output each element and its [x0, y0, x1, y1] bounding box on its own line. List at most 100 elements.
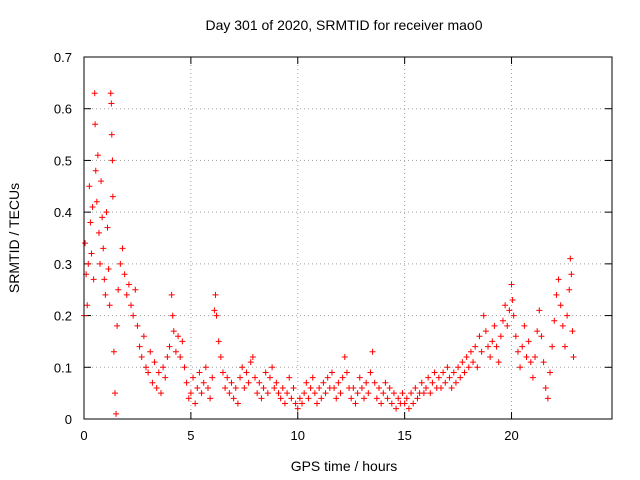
- data-point: [239, 364, 246, 371]
- data-point: [284, 390, 291, 397]
- data-point: [335, 379, 342, 386]
- data-point: [219, 369, 226, 376]
- data-point: [294, 405, 301, 412]
- data-point: [403, 395, 410, 402]
- data-point: [279, 384, 286, 391]
- data-point: [559, 322, 566, 329]
- data-point: [423, 384, 430, 391]
- data-point: [194, 384, 201, 391]
- data-point: [273, 379, 280, 386]
- data-point: [378, 400, 385, 407]
- x-axis-title: GPS time / hours: [291, 458, 398, 474]
- data-point: [134, 322, 141, 329]
- data-point: [147, 348, 154, 355]
- data-point: [281, 400, 288, 407]
- data-point: [92, 167, 99, 174]
- tick-layer: 0 0.1 0.2 0.3 0.4 0.5 0.6 0.7 0 5 10 15 20: [54, 50, 612, 443]
- data-point: [352, 400, 359, 407]
- y-tick-label: 0.3: [54, 257, 72, 272]
- data-point: [256, 379, 263, 386]
- data-point: [328, 369, 335, 376]
- data-point: [555, 276, 562, 283]
- data-point: [245, 379, 252, 386]
- data-point: [512, 333, 519, 340]
- data-point: [540, 359, 547, 366]
- data-point: [185, 395, 192, 402]
- data-point: [252, 374, 259, 381]
- data-point: [474, 364, 481, 371]
- x-tick-label: 10: [291, 428, 305, 443]
- data-point: [110, 348, 117, 355]
- data-point: [386, 384, 393, 391]
- data-point: [341, 353, 348, 360]
- data-point: [365, 390, 372, 397]
- data-point: [431, 369, 438, 376]
- data-point: [100, 245, 107, 252]
- data-point: [356, 374, 363, 381]
- data-point: [435, 374, 442, 381]
- data-point: [102, 291, 109, 298]
- data-point: [497, 333, 504, 340]
- data-point: [393, 405, 400, 412]
- data-points: [81, 90, 577, 417]
- data-point: [532, 353, 539, 360]
- data-point: [303, 379, 310, 386]
- data-point: [217, 353, 224, 360]
- data-point: [549, 343, 556, 350]
- data-point: [98, 178, 105, 185]
- data-point: [90, 276, 97, 283]
- data-point: [418, 379, 425, 386]
- data-point: [509, 297, 516, 304]
- data-point: [93, 198, 100, 205]
- data-point: [247, 359, 254, 366]
- data-point: [190, 374, 197, 381]
- data-point: [476, 333, 483, 340]
- data-point: [266, 374, 273, 381]
- data-point: [408, 390, 415, 397]
- data-point: [207, 395, 214, 402]
- data-point: [452, 379, 459, 386]
- data-point: [480, 312, 487, 319]
- data-point: [337, 390, 344, 397]
- data-point: [202, 364, 209, 371]
- data-point: [95, 229, 102, 236]
- data-point: [200, 379, 207, 386]
- data-point: [108, 100, 115, 107]
- data-point: [455, 364, 462, 371]
- data-point: [155, 369, 162, 376]
- data-point: [181, 364, 188, 371]
- data-point: [271, 384, 278, 391]
- data-point: [569, 328, 576, 335]
- x-tick-label: 20: [504, 428, 518, 443]
- data-point: [333, 395, 340, 402]
- data-point: [243, 369, 250, 376]
- data-point: [482, 328, 489, 335]
- data-point: [388, 400, 395, 407]
- data-point: [151, 359, 158, 366]
- data-point: [269, 364, 276, 371]
- data-point: [485, 343, 492, 350]
- data-point: [369, 348, 376, 355]
- data-point: [119, 245, 126, 252]
- data-point: [354, 390, 361, 397]
- data-point: [459, 359, 466, 366]
- data-point: [427, 390, 434, 397]
- data-point: [367, 369, 374, 376]
- data-point: [553, 291, 560, 298]
- data-point: [136, 343, 143, 350]
- data-point: [425, 374, 432, 381]
- data-point: [510, 312, 517, 319]
- data-point: [373, 395, 380, 402]
- data-point: [107, 90, 114, 97]
- y-axis-title: SRMTID / TECUs: [6, 183, 22, 293]
- data-point: [382, 379, 389, 386]
- data-point: [117, 260, 124, 267]
- data-point: [140, 333, 147, 340]
- data-point: [316, 384, 323, 391]
- data-point: [109, 157, 116, 164]
- data-point: [437, 384, 444, 391]
- data-point: [115, 286, 122, 293]
- data-point: [224, 374, 231, 381]
- data-point: [94, 152, 101, 159]
- data-point: [299, 400, 306, 407]
